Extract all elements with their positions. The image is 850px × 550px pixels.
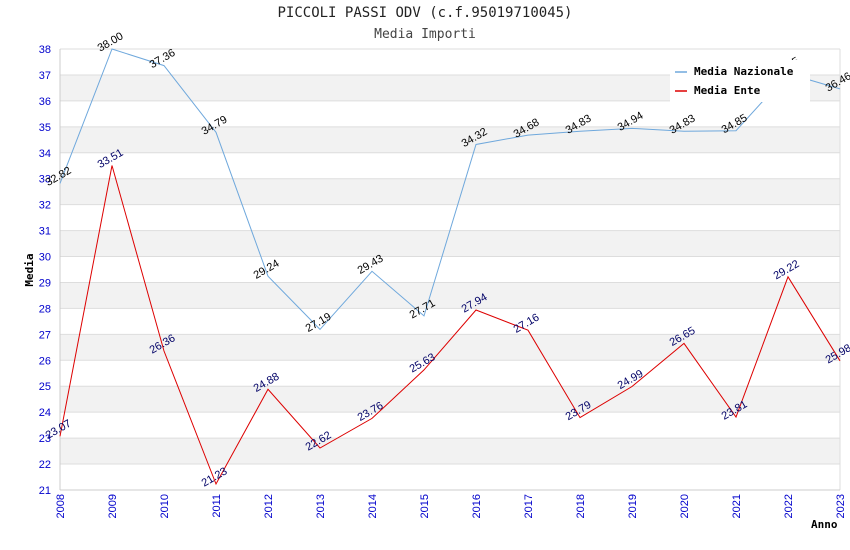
- grid-band: [60, 308, 840, 335]
- y-tick-label: 37: [39, 70, 51, 82]
- grid-lines: [59, 48, 841, 491]
- grid-band: [60, 438, 840, 465]
- y-tick-label: 21: [39, 485, 51, 497]
- x-tick-label: 2015: [419, 494, 431, 518]
- y-tick-label: 24: [39, 407, 51, 419]
- grid-band: [60, 100, 840, 127]
- y-tick-label: 28: [39, 303, 51, 315]
- grid-band: [60, 282, 840, 309]
- y-tick-label: 26: [39, 355, 51, 367]
- y-tick-label: 22: [39, 459, 51, 471]
- y-tick-label: 35: [39, 122, 51, 134]
- x-tick-label: 2016: [471, 494, 483, 518]
- x-tick-label: 2022: [783, 494, 795, 518]
- grid-band: [60, 386, 840, 413]
- legend-label-media-nazionale: Media Nazionale: [694, 65, 794, 78]
- y-tick-label: 23: [39, 433, 51, 445]
- grid-band: [60, 230, 840, 257]
- x-axis-title: Anno: [811, 518, 838, 531]
- x-tick-label: 2010: [159, 494, 171, 518]
- series-line-media-nazionale: [59, 48, 841, 331]
- x-tick-label: 2020: [679, 494, 691, 518]
- y-axis-title: Media: [23, 253, 36, 286]
- y-tick-label: 27: [39, 329, 51, 341]
- grid-band: [60, 360, 840, 387]
- x-tick-label: 2017: [523, 494, 535, 518]
- series-lines: [59, 48, 841, 486]
- x-axis-ticks: 2008 2009 2010 2011 2012 2013 2014 2015 2016 2017…: [55, 494, 847, 518]
- x-tick-label: 2011: [211, 494, 223, 518]
- y-tick-label: 36: [39, 96, 51, 108]
- x-tick-label: 2019: [627, 494, 639, 518]
- grid-band: [60, 152, 840, 179]
- y-tick-label: 31: [39, 226, 51, 238]
- chart-subtitle: Media Importi: [374, 27, 476, 42]
- x-tick-label: 2012: [263, 494, 275, 518]
- grid-band: [60, 256, 840, 283]
- x-tick-label: 2018: [575, 494, 587, 518]
- grid-band: [60, 178, 840, 205]
- y-tick-label: 29: [39, 277, 51, 289]
- grid-bands: [60, 49, 840, 490]
- grid-band: [60, 464, 840, 490]
- chart-title: PICCOLI PASSI ODV (c.f.95019710045): [277, 5, 573, 21]
- x-tick-label: 2023: [835, 494, 847, 518]
- series-line-media-ente: [59, 165, 841, 486]
- grid-band: [60, 334, 840, 361]
- y-tick-label: 32: [39, 200, 51, 212]
- x-tick-label: 2013: [315, 494, 327, 518]
- legend-box: [670, 60, 810, 102]
- y-axis-ticks: 21 22 23 24 25 26 27 28 29 30 31 32 33 34 35 36 37 38: [39, 44, 51, 497]
- y-tick-label: 34: [39, 148, 51, 160]
- x-tick-label: 2008: [55, 494, 67, 518]
- x-tick-label: 2014: [367, 494, 379, 518]
- x-tick-label: 2009: [107, 494, 119, 518]
- legend: Media Nazionale Media Ente: [670, 60, 810, 102]
- x-tick-label: 2021: [731, 494, 743, 518]
- y-tick-label: 25: [39, 381, 51, 393]
- y-tick-label: 30: [39, 252, 51, 264]
- legend-label-media-ente: Media Ente: [694, 84, 761, 97]
- y-tick-label: 38: [39, 44, 51, 56]
- grid-band: [60, 204, 840, 231]
- y-tick-label: 33: [39, 174, 51, 186]
